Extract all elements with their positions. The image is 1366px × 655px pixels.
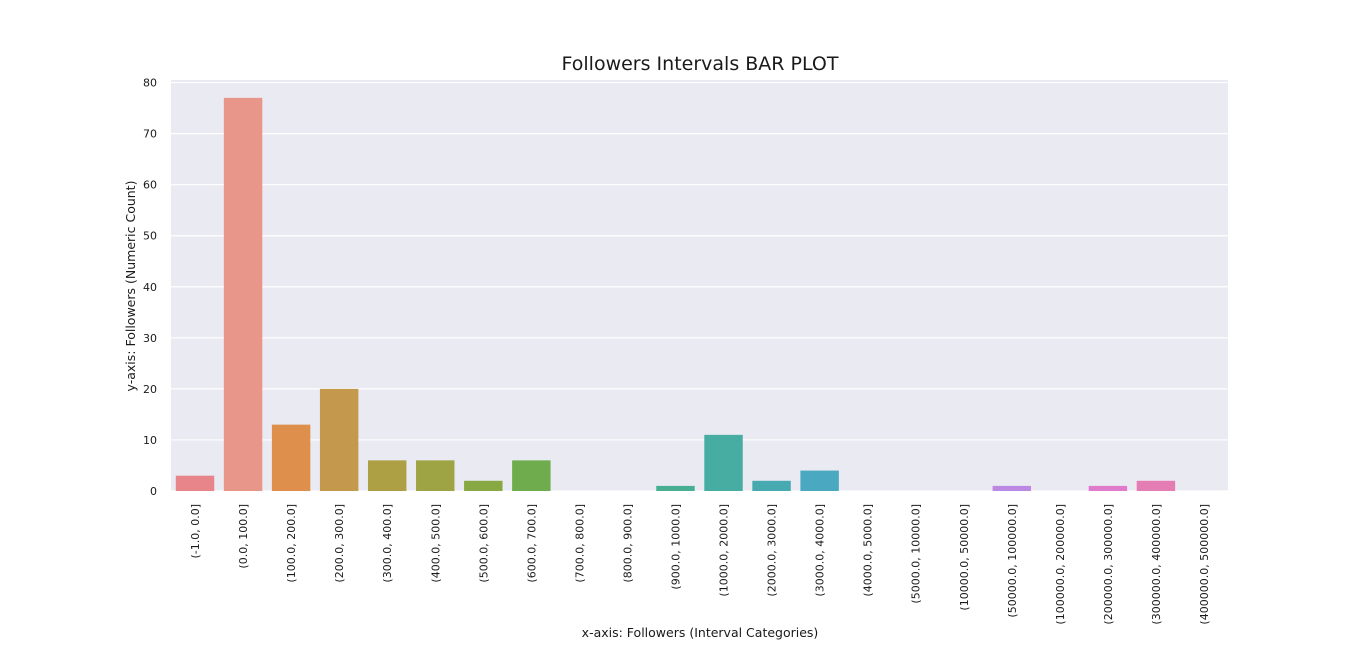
bar	[416, 460, 455, 491]
bars	[175, 97, 1176, 491]
x-tick-label: (800.0, 900.0]	[621, 504, 634, 583]
x-tick-label: (100000.0, 200000.0]	[1054, 504, 1067, 625]
x-tick-label: (5000.0, 10000.0]	[910, 504, 923, 604]
bar	[1088, 485, 1128, 491]
y-tick-label: 30	[143, 332, 157, 345]
bar	[656, 485, 695, 491]
x-tick-label: (900.0, 1000.0]	[669, 504, 682, 590]
bar	[1136, 480, 1176, 491]
x-tick-label: (0.0, 100.0]	[237, 504, 250, 569]
x-tick-label: (200.0, 300.0]	[333, 504, 346, 583]
y-tick-labels: 0 10 20 30 40 50 60 70 80	[143, 77, 157, 498]
x-tick-label: (50000.0, 100000.0]	[1006, 504, 1019, 618]
x-tick-label: (100.0, 200.0]	[285, 504, 298, 583]
bar	[464, 480, 503, 491]
bar	[223, 97, 263, 491]
x-tick-label: (10000.0, 50000.0]	[958, 504, 971, 611]
x-tick-label: (3000.0, 4000.0]	[814, 504, 827, 597]
x-tick-label: (2000.0, 3000.0]	[766, 504, 779, 597]
x-axis-label: x-axis: Followers (Interval Categories)	[582, 625, 819, 640]
bar	[175, 475, 215, 491]
x-tick-label: (700.0, 800.0]	[573, 504, 586, 583]
bar	[271, 424, 311, 491]
y-tick-label: 0	[150, 485, 157, 498]
bar	[512, 460, 551, 491]
x-tick-label: (500.0, 600.0]	[477, 504, 490, 583]
y-tick-label: 80	[143, 77, 157, 90]
y-tick-label: 40	[143, 281, 157, 294]
x-tick-label: (400000.0, 500000.0]	[1198, 504, 1211, 625]
x-tick-label: (200000.0, 300000.0]	[1102, 504, 1115, 625]
bar	[367, 460, 407, 491]
bar	[752, 480, 791, 491]
bar	[704, 434, 743, 491]
x-tick-label: (400.0, 500.0]	[429, 504, 442, 583]
y-tick-label: 60	[143, 179, 157, 192]
x-tick-label: (-1.0, 0.0]	[189, 504, 202, 559]
y-tick-label: 70	[143, 128, 157, 141]
bar	[800, 470, 839, 491]
x-tick-label: (300000.0, 400000.0]	[1150, 504, 1163, 625]
x-tick-label: (1000.0, 2000.0]	[718, 504, 731, 597]
y-tick-label: 50	[143, 230, 157, 243]
x-tick-labels: (-1.0, 0.0] (0.0, 100.0] (100.0, 200.0] (20…	[189, 504, 1211, 625]
chart-title: Followers Intervals BAR PLOT	[562, 53, 839, 75]
y-axis-label: y-axis: Followers (Numeric Count)	[123, 181, 138, 392]
y-tick-label: 10	[143, 434, 157, 447]
x-tick-label: (4000.0, 5000.0]	[862, 504, 875, 597]
bar	[319, 388, 359, 491]
bar	[992, 485, 1032, 491]
x-tick-label: (300.0, 400.0]	[381, 504, 394, 583]
y-tick-label: 20	[143, 383, 157, 396]
x-tick-label: (600.0, 700.0]	[525, 504, 538, 583]
